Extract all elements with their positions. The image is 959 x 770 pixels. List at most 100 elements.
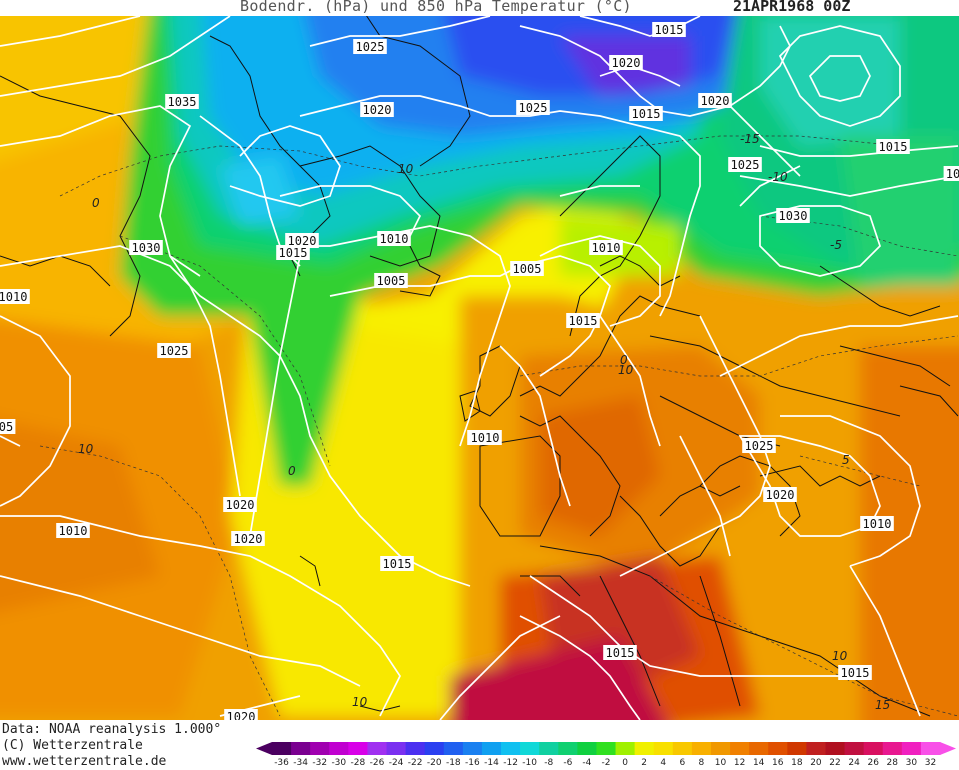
- isobar-label-box: [838, 665, 872, 680]
- legend-tick-label: 28: [887, 758, 899, 768]
- isobar-label-box: [510, 261, 544, 276]
- legend-swatch: [730, 742, 750, 755]
- isobar-label: 1020: [226, 498, 255, 512]
- copyright-credit: (C) Wetterzentrale: [2, 738, 143, 753]
- legend-swatch: [558, 742, 578, 755]
- temperature-label: -10: [768, 170, 788, 184]
- isobar-label-box: [374, 273, 408, 288]
- temperature-label: 10: [352, 695, 368, 709]
- legend-tick-label: 22: [829, 758, 840, 768]
- legend-tick-label: 18: [791, 758, 803, 768]
- temperature-label: 10: [398, 162, 414, 176]
- isobar-label-box: [276, 245, 310, 260]
- isobar-label-box: [157, 343, 191, 358]
- isobar-label-box: [943, 166, 959, 181]
- legend-tick-label: 0: [622, 758, 628, 768]
- isobar-label-box: [516, 100, 550, 115]
- legend-tick-label: 20: [810, 758, 822, 768]
- legend-swatch: [386, 742, 407, 755]
- isobar-label-box: [629, 106, 663, 121]
- isobar-label: 1025: [519, 101, 548, 115]
- isobar-label-box: [566, 313, 600, 328]
- isobar-label-box: [353, 39, 387, 54]
- isobar-label: 1035: [168, 95, 197, 109]
- isobar-label: 1010: [0, 290, 27, 304]
- legend-swatch: [825, 742, 846, 755]
- isobar-label-box: [360, 102, 394, 117]
- legend-tick-label: -22: [408, 758, 423, 768]
- legend-tick-label: 30: [906, 758, 918, 768]
- legend-swatch: [443, 742, 464, 755]
- isobar-label: 1010: [471, 431, 500, 445]
- isobar-label-box: [0, 419, 16, 434]
- legend-swatch: [329, 742, 349, 755]
- isobar-label-box: [224, 709, 258, 720]
- isobars: [0, 16, 959, 720]
- legend-swatch: [348, 742, 368, 755]
- isobar-label-box: [652, 22, 686, 37]
- isobar-label: 1025: [160, 344, 189, 358]
- legend-tick-label: -16: [465, 758, 480, 768]
- legend-tick-label: -20: [427, 758, 442, 768]
- isobar-label-box: [468, 430, 502, 445]
- legend-swatch: [749, 742, 769, 755]
- legend-tick-label: -30: [331, 758, 346, 768]
- legend-tick-label: -4: [582, 758, 591, 768]
- isobar-label-box: [876, 139, 910, 154]
- isobar-label: 1015: [383, 557, 412, 571]
- legend-swatch: [367, 742, 388, 755]
- legend-swatch: [653, 742, 674, 755]
- isobar-label-box: [285, 233, 319, 248]
- legend-swatch: [710, 742, 731, 755]
- legend-tick-label: 14: [753, 758, 765, 768]
- legend-swatch: [291, 742, 311, 755]
- footer: Data: NOAA reanalysis 1.000° (C) Wetterz…: [0, 720, 959, 770]
- isobar-label-box: [603, 645, 637, 660]
- isobar-label-box: [165, 94, 199, 109]
- isobar-label: 1015: [879, 140, 908, 154]
- legend-tick-label: 4: [660, 758, 666, 768]
- isobar-label-box: [609, 55, 643, 70]
- isobar-label: 1020: [766, 488, 795, 502]
- isobar-label-box: [0, 289, 30, 304]
- legend-swatch: [844, 742, 865, 755]
- legend-swatch: [920, 742, 941, 755]
- isobar-label: 1030: [132, 241, 161, 255]
- legend-swatch: [806, 742, 826, 755]
- legend-tick-label: -28: [351, 758, 366, 768]
- legend-tick-label: 24: [848, 758, 860, 768]
- isobar-label-box: [377, 231, 411, 246]
- isobar-label-box: [698, 93, 732, 108]
- isobar-label-box: [776, 208, 810, 223]
- legend-swatch: [310, 742, 330, 755]
- isobar-label: 1015: [655, 23, 684, 37]
- isobar-label: 1025: [731, 158, 760, 172]
- isobar-label-box: [742, 438, 776, 453]
- map-date: 21APR1968 00Z: [733, 0, 851, 15]
- website-link[interactable]: www.wetterzentrale.de: [2, 754, 167, 769]
- legend-tick-label: -2: [602, 758, 611, 768]
- legend-tick-label: -26: [370, 758, 385, 768]
- legend-tick-label: -36: [274, 758, 289, 768]
- legend-tick-label: -18: [446, 758, 461, 768]
- map-title: Bodendr. (hPa) und 850 hPa Temperatur (°…: [240, 0, 632, 15]
- temperature-label: 10: [78, 442, 94, 456]
- legend-tick-label: 12: [734, 758, 745, 768]
- legend-swatch: [596, 742, 617, 755]
- legend-swatch: [272, 742, 292, 755]
- legend-swatch: [481, 742, 502, 755]
- legend-swatch: [672, 742, 693, 755]
- temperature-label: 5: [842, 453, 850, 467]
- legend-swatch: [768, 742, 788, 755]
- temperature-label: -5: [830, 238, 842, 252]
- legend-swatch: [882, 742, 903, 755]
- isobar-label: 1010: [380, 232, 409, 246]
- isobar-label: 1005: [513, 262, 542, 276]
- temperature-label: -15: [740, 132, 760, 146]
- legend-swatch: [405, 742, 426, 755]
- isobar-label: 1010: [592, 241, 621, 255]
- isobar-label-box: [223, 497, 257, 512]
- legend-tick-label: 2: [641, 758, 647, 768]
- isobar-label: 05: [0, 420, 13, 434]
